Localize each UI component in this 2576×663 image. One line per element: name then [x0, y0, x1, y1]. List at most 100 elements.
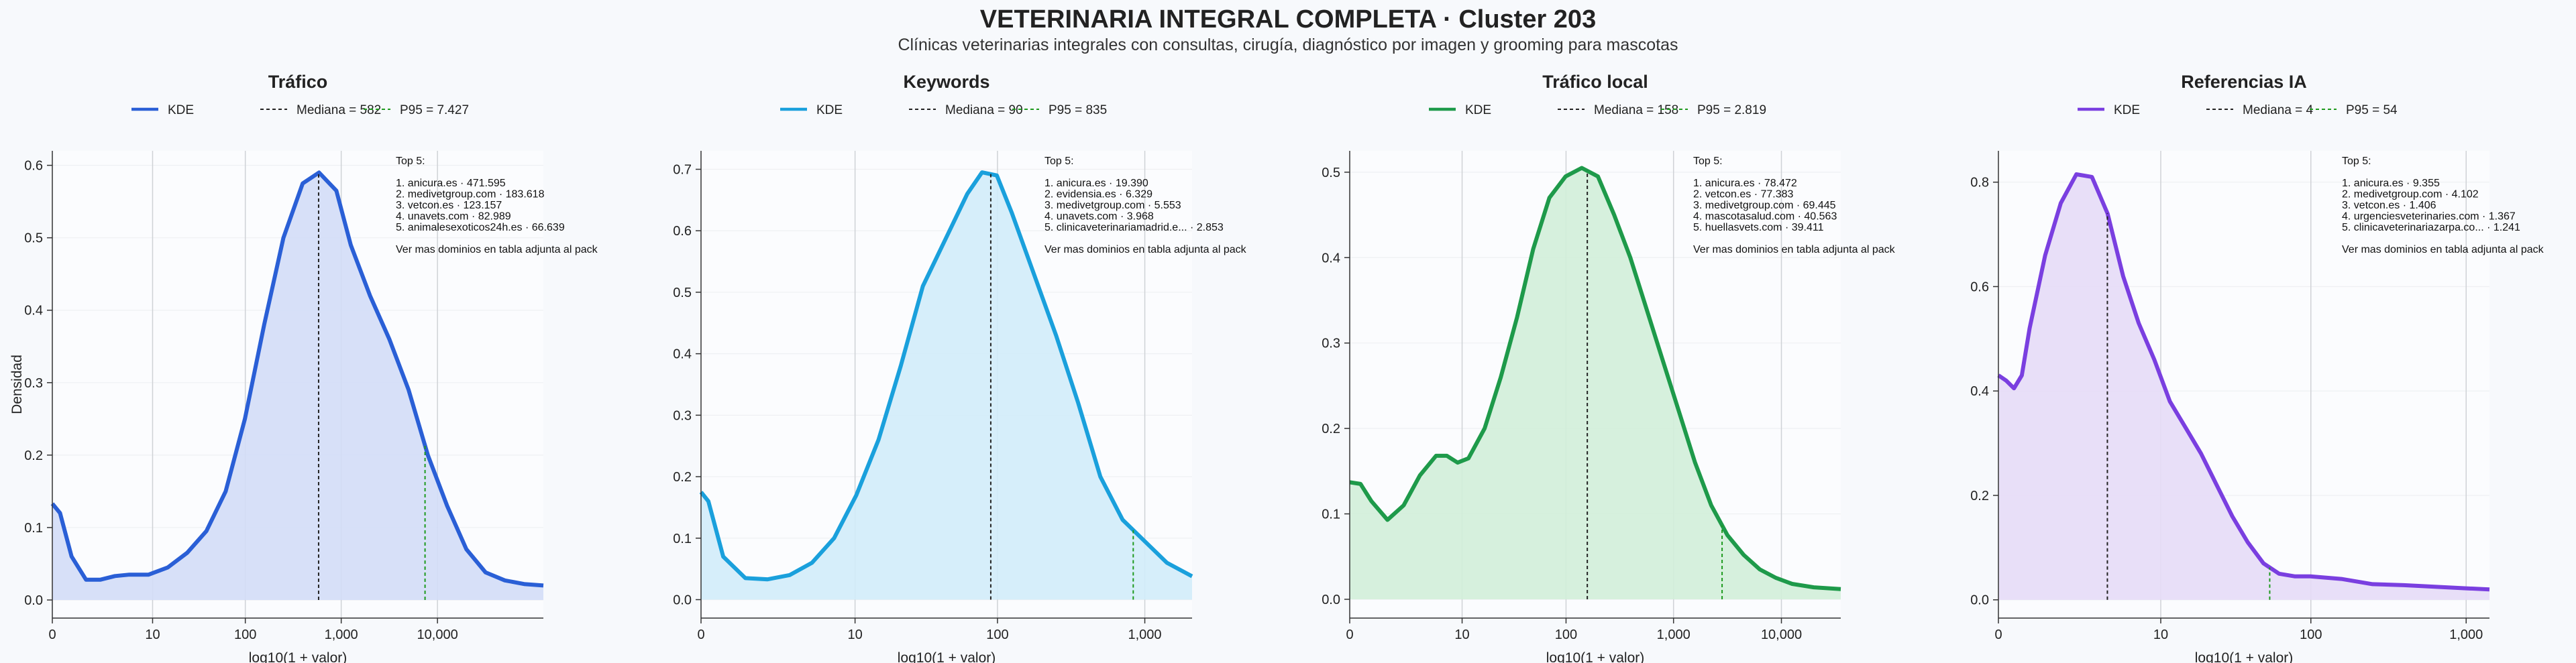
- x-tick-label: 10: [2153, 627, 2168, 642]
- legend-label: KDE: [1465, 103, 1491, 117]
- kde-area: [52, 172, 543, 600]
- kde-area: [1998, 174, 2489, 600]
- y-tick-label: 0.6: [1970, 280, 1989, 294]
- x-tick-label: 10,000: [1761, 627, 1802, 642]
- x-tick-label: 10: [1454, 627, 1469, 642]
- annotation-line: 1. anicura.es · 471.595: [396, 178, 506, 189]
- x-tick-label: 10: [145, 627, 160, 642]
- kde-line: [699, 170, 1193, 582]
- y-tick-label: 0.3: [673, 408, 692, 423]
- annotation-line: 2. vetcon.es · 77.383: [1693, 189, 1794, 200]
- annotation-line: 3. medivetgroup.com · 5.553: [1044, 200, 1181, 211]
- annotation-line: 1. anicura.es · 9.355: [2342, 178, 2440, 189]
- annotation-line: 3. medivetgroup.com · 69.445: [1693, 200, 1836, 211]
- y-tick-label: 0.7: [673, 163, 692, 178]
- y-tick-label: 0.6: [673, 224, 692, 239]
- y-tick-label: 0.5: [1322, 166, 1340, 180]
- y-tick-label: 0.2: [673, 470, 692, 485]
- x-axis-label: log10(1 + valor): [2195, 650, 2294, 663]
- legend-label: KDE: [168, 103, 194, 117]
- annotation-line: Top 5:: [2342, 156, 2371, 167]
- y-tick-label: 0.2: [1970, 489, 1989, 503]
- y-tick-label: 0.4: [1970, 384, 1989, 399]
- y-tick-label: 0.2: [24, 448, 43, 463]
- kde-line: [50, 170, 544, 588]
- chart-panel-2: Keywords KDE Mediana = 90 P95 = 835 0.0 0.1 0.…: [673, 72, 1246, 663]
- annotation-line: 4. unavets.com · 82.989: [396, 211, 511, 223]
- y-tick-label: 0.3: [24, 376, 43, 391]
- annotation-line: 4. mascotasalud.com · 40.563: [1693, 211, 1837, 223]
- legend-label: Mediana = 158: [1594, 103, 1678, 117]
- annotation-line: 5. huellasvets.com · 39.411: [1693, 222, 1824, 233]
- annotation-line: Ver mas dominios en tabla adjunta al pac…: [1693, 244, 1896, 255]
- annotation-line: Ver mas dominios en tabla adjunta al pac…: [2342, 244, 2544, 255]
- annotation-line: 1. anicura.es · 19.390: [1044, 178, 1148, 189]
- y-tick-label: 0.6: [24, 159, 43, 174]
- annotation-line: 3. vetcon.es · 123.157: [396, 200, 502, 211]
- y-tick-label: 0.0: [1970, 593, 1989, 608]
- chart-panel-3: Tráfico local KDE Mediana = 158 P95 = 2.819…: [1322, 72, 1895, 663]
- x-tick-label: 100: [234, 627, 256, 642]
- kde-line: [1349, 166, 1841, 591]
- x-axis-label: log10(1 + valor): [1546, 650, 1645, 663]
- chart-title: Referencias IA: [2181, 72, 2307, 92]
- y-tick-label: 0.0: [24, 593, 43, 608]
- annotation-line: Top 5:: [1044, 156, 1074, 167]
- x-axis-label: log10(1 + valor): [249, 650, 347, 663]
- annotation-line: Top 5:: [396, 156, 425, 167]
- annotation-line: 5. animalesexoticos24h.es · 66.639: [396, 222, 565, 233]
- legend-label: KDE: [816, 103, 843, 117]
- y-tick-label: 0.4: [24, 304, 43, 318]
- x-tick-label: 1,000: [1128, 627, 1162, 642]
- annotation-line: 1. anicura.es · 78.472: [1693, 178, 1797, 189]
- chart-title: Keywords: [903, 72, 989, 92]
- x-tick-label: 100: [986, 627, 1008, 642]
- annotation-line: 4. urgenciesveterinaries.com · 1.367: [2342, 211, 2516, 223]
- x-tick-label: 0: [1994, 627, 2002, 642]
- annotation-line: 5. clinicaveterinariamadrid.e... · 2.853: [1044, 222, 1224, 233]
- x-tick-label: 1,000: [325, 627, 358, 642]
- legend-label: P95 = 7.427: [400, 103, 469, 117]
- chart-title: Tráfico: [268, 72, 328, 92]
- x-tick-label: 10: [847, 627, 862, 642]
- annotation-line: 2. medivetgroup.com · 4.102: [2342, 189, 2479, 200]
- y-tick-label: 0.4: [673, 347, 692, 362]
- y-tick-label: 0.1: [673, 532, 692, 546]
- legend-label: P95 = 835: [1049, 103, 1107, 117]
- annotation-line: Top 5:: [1693, 156, 1723, 167]
- y-axis-label: Densidad: [9, 355, 25, 414]
- y-tick-label: 0.5: [673, 286, 692, 300]
- legend-label: Mediana = 4: [2243, 103, 2314, 117]
- annotation-line: 2. evidensia.es · 6.329: [1044, 189, 1152, 200]
- legend-label: Mediana = 582: [297, 103, 381, 117]
- page-title: VETERINARIA INTEGRAL COMPLETA · Cluster …: [979, 5, 1597, 34]
- x-tick-label: 100: [2300, 627, 2322, 642]
- y-tick-label: 0.3: [1322, 337, 1340, 351]
- y-tick-label: 0.5: [24, 231, 43, 246]
- y-tick-label: 0.1: [24, 521, 43, 536]
- x-tick-label: 1,000: [2449, 627, 2483, 642]
- kde-line: [1997, 172, 2490, 592]
- x-tick-label: 0: [1346, 627, 1353, 642]
- x-axis-label: log10(1 + valor): [898, 650, 996, 663]
- x-tick-label: 0: [48, 627, 56, 642]
- x-tick-label: 0: [697, 627, 704, 642]
- chart-title: Tráfico local: [1542, 72, 1648, 92]
- y-tick-label: 0.2: [1322, 422, 1340, 436]
- x-tick-label: 100: [1555, 627, 1577, 642]
- chart-panel-1: Tráfico KDE Mediana = 582 P95 = 7.427 0.0 0.1…: [9, 72, 598, 663]
- legend-label: P95 = 54: [2346, 103, 2398, 117]
- x-tick-label: 10,000: [417, 627, 458, 642]
- legend-label: Mediana = 90: [945, 103, 1023, 117]
- y-tick-label: 0.8: [1970, 176, 1989, 190]
- kde-area: [1350, 168, 1841, 599]
- annotation-line: 2. medivetgroup.com · 183.618: [396, 189, 545, 200]
- legend-label: KDE: [2114, 103, 2140, 117]
- annotation-line: 5. clinicaveterinariazarpa.co... · 1.241: [2342, 222, 2520, 233]
- annotation-line: Ver mas dominios en tabla adjunta al pac…: [396, 244, 598, 255]
- annotation-line: Ver mas dominios en tabla adjunta al pac…: [1044, 244, 1247, 255]
- y-tick-label: 0.1: [1322, 507, 1340, 522]
- y-tick-label: 0.4: [1322, 251, 1340, 265]
